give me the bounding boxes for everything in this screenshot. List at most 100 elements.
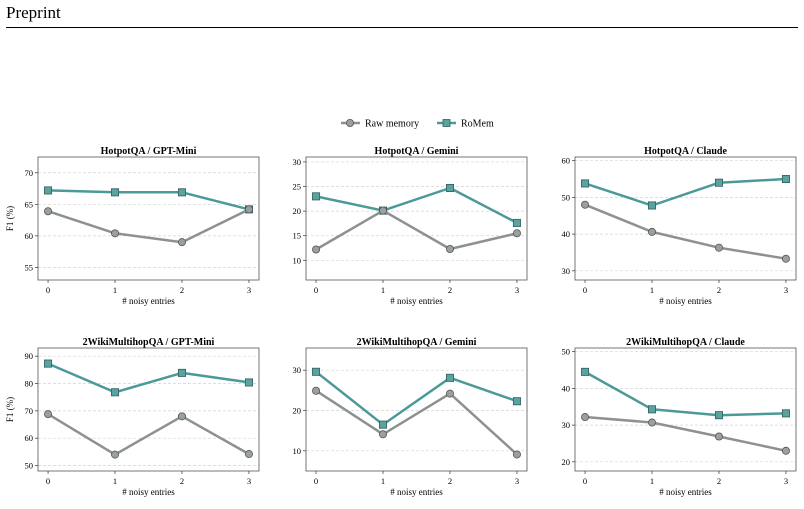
series-line-romem bbox=[584, 177, 787, 207]
x-tick-label: 0 bbox=[46, 476, 50, 486]
legend-label-romem: RoMem bbox=[461, 119, 494, 130]
data-point-raw-memory bbox=[379, 206, 388, 215]
x-tick-label: 3 bbox=[784, 476, 788, 486]
data-point-raw-memory bbox=[714, 243, 723, 252]
data-point-romem bbox=[512, 397, 521, 406]
series-line-romem bbox=[47, 189, 250, 211]
y-tick-label: 15 bbox=[293, 231, 302, 241]
series-line-raw-memory bbox=[47, 413, 250, 456]
chart-panel-5: 10 20 30 0 1 2 3 2WikiMultihopQA / Gemini # nois… bbox=[293, 337, 528, 497]
y-tick-label: 90 bbox=[25, 351, 34, 361]
plot-frame bbox=[37, 156, 260, 281]
y-tick-label: 80 bbox=[25, 379, 34, 389]
x-axis-label: # noisy entries bbox=[390, 296, 443, 306]
plot-frame bbox=[305, 347, 528, 472]
chart-title: HotpotQA / Claude bbox=[644, 146, 727, 157]
data-point-raw-memory bbox=[111, 450, 120, 459]
chart-title: 2WikiMultihopQA / Gemini bbox=[357, 337, 477, 348]
panels: 55 60 65 70 0 1 2 3 HotpotQA / GPT-Mini # noisy e… bbox=[5, 146, 797, 497]
data-point-romem bbox=[312, 367, 321, 376]
data-point-raw-memory bbox=[648, 227, 657, 236]
chart-panel-3: 30 40 50 60 0 1 2 3 HotpotQA / Claude # noisy ent… bbox=[562, 146, 797, 306]
data-point-romem bbox=[177, 188, 186, 197]
series-line-raw-memory bbox=[315, 389, 518, 456]
y-tick-label: 10 bbox=[293, 446, 302, 456]
plot-frame bbox=[37, 347, 260, 472]
y-tick-label: 40 bbox=[562, 383, 571, 393]
data-point-raw-memory bbox=[44, 410, 53, 419]
data-point-romem bbox=[648, 405, 657, 414]
data-point-romem bbox=[714, 411, 723, 420]
x-axis-label: # noisy entries bbox=[122, 296, 175, 306]
data-point-raw-memory bbox=[714, 432, 723, 441]
data-point-raw-memory bbox=[177, 238, 186, 247]
y-tick-label: 55 bbox=[25, 262, 34, 272]
y-tick-label: 20 bbox=[562, 457, 571, 467]
x-axis-label: # noisy entries bbox=[122, 487, 175, 497]
x-axis-label: # noisy entries bbox=[390, 487, 443, 497]
data-point-raw-memory bbox=[781, 254, 790, 263]
x-tick-label: 1 bbox=[113, 476, 117, 486]
data-point-romem bbox=[177, 368, 186, 377]
x-tick-label: 2 bbox=[717, 285, 721, 295]
data-point-romem bbox=[111, 388, 120, 397]
x-tick-label: 1 bbox=[381, 285, 385, 295]
y-tick-label: 25 bbox=[293, 182, 302, 192]
y-axis-label: F1 (%) bbox=[5, 206, 15, 231]
data-point-romem bbox=[445, 183, 454, 192]
y-tick-label: 20 bbox=[293, 406, 302, 416]
legend-label-raw: Raw memory bbox=[365, 119, 419, 130]
data-point-raw-memory bbox=[445, 245, 454, 254]
y-tick-label: 30 bbox=[293, 365, 302, 375]
plot-frame bbox=[305, 156, 528, 281]
series-line-raw-memory bbox=[584, 415, 787, 453]
chart-panel-6: 20 30 40 50 0 1 2 3 2WikiMultihopQA / Claude # no… bbox=[562, 337, 797, 497]
y-tick-label: 30 bbox=[293, 157, 302, 167]
x-tick-label: 0 bbox=[314, 285, 318, 295]
series-line-raw-memory bbox=[584, 203, 787, 260]
x-tick-label: 0 bbox=[583, 476, 587, 486]
data-point-raw-memory bbox=[581, 413, 590, 422]
chart-title: HotpotQA / Gemini bbox=[375, 146, 459, 157]
y-tick-label: 60 bbox=[562, 156, 571, 166]
data-point-raw-memory bbox=[111, 229, 120, 238]
x-tick-label: 2 bbox=[180, 476, 184, 486]
series-line-romem bbox=[315, 370, 518, 426]
legend-marker-romem bbox=[442, 119, 451, 127]
data-point-raw-memory bbox=[445, 389, 454, 398]
data-point-romem bbox=[512, 218, 521, 227]
y-axis-label: F1 (%) bbox=[5, 397, 15, 422]
y-tick-label: 70 bbox=[25, 168, 34, 178]
x-tick-label: 3 bbox=[247, 476, 251, 486]
x-tick-label: 1 bbox=[650, 476, 654, 486]
chart-title: 2WikiMultihopQA / Claude bbox=[626, 337, 745, 348]
page-header: Preprint bbox=[6, 3, 61, 22]
data-point-raw-memory bbox=[312, 386, 321, 395]
chart-title: 2WikiMultihopQA / GPT-Mini bbox=[83, 337, 215, 348]
data-point-raw-memory bbox=[44, 207, 53, 216]
y-tick-label: 60 bbox=[25, 433, 34, 443]
data-point-romem bbox=[714, 178, 723, 187]
data-point-raw-memory bbox=[648, 418, 657, 427]
plot-frame bbox=[574, 347, 797, 472]
data-point-raw-memory bbox=[244, 450, 253, 459]
chart-panel-4: 50 60 70 80 90 0 1 2 3 2WikiMultihopQA / GPT-Mini… bbox=[5, 337, 260, 497]
x-axis-label: # noisy entries bbox=[659, 296, 712, 306]
y-tick-label: 30 bbox=[562, 420, 571, 430]
legend-marker-raw bbox=[345, 119, 354, 128]
x-tick-label: 0 bbox=[583, 285, 587, 295]
x-tick-label: 0 bbox=[46, 285, 50, 295]
data-point-raw-memory bbox=[512, 450, 521, 459]
x-tick-label: 3 bbox=[247, 285, 251, 295]
y-tick-label: 50 bbox=[25, 461, 34, 471]
x-tick-label: 1 bbox=[381, 476, 385, 486]
data-point-romem bbox=[581, 367, 590, 376]
data-point-raw-memory bbox=[244, 205, 253, 214]
x-tick-label: 2 bbox=[448, 476, 452, 486]
x-tick-label: 3 bbox=[515, 476, 519, 486]
data-point-romem bbox=[581, 179, 590, 188]
data-point-romem bbox=[445, 373, 454, 382]
x-tick-label: 2 bbox=[717, 476, 721, 486]
x-axis-label: # noisy entries bbox=[659, 487, 712, 497]
chart-panel-1: 55 60 65 70 0 1 2 3 HotpotQA / GPT-Mini # noisy e… bbox=[5, 146, 260, 306]
